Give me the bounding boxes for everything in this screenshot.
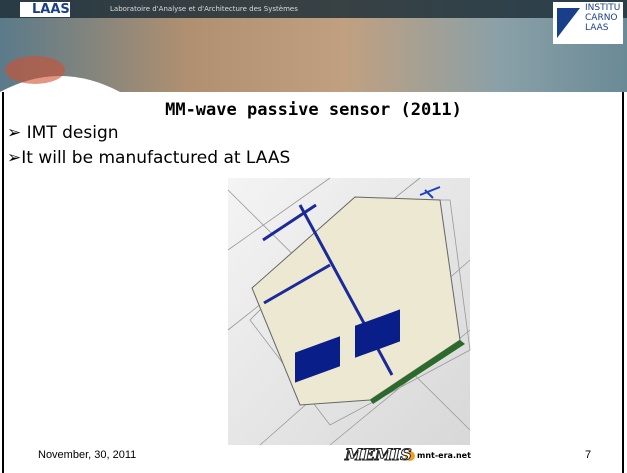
slide-graphics [0,0,627,473]
carnot-text: CARNO [585,13,620,23]
carnot-logo: INSTITU CARNO LAAS [585,3,620,33]
bullet: ➢ IMT design [7,121,290,146]
page-number: 7 [585,449,591,461]
carnot-text: LAAS [585,23,620,33]
bullet-text: IMT design [27,123,119,143]
footer-brand: MEMIS [345,445,412,464]
header-bar [0,0,627,18]
footer-date: November, 30, 2011 [38,449,136,461]
bullet-text: It will be manufactured at LAAS [21,148,290,168]
header-decor [5,56,65,84]
carnot-text: INSTITU [585,3,620,13]
bullet-list: ➢ IMT design ➢It will be manufactured at… [7,121,290,171]
lab-name: Laboratoire d'Analyse et d'Architecture … [110,5,298,13]
slide: LAAS Laboratoire d'Analyse et d'Architec… [0,0,627,473]
bullet: ➢It will be manufactured at LAAS [7,146,290,171]
laas-logo: LAAS [32,2,70,17]
slide-title: MM-wave passive sensor (2011) [0,100,627,120]
footer-site: mnt-era.net [417,451,471,460]
